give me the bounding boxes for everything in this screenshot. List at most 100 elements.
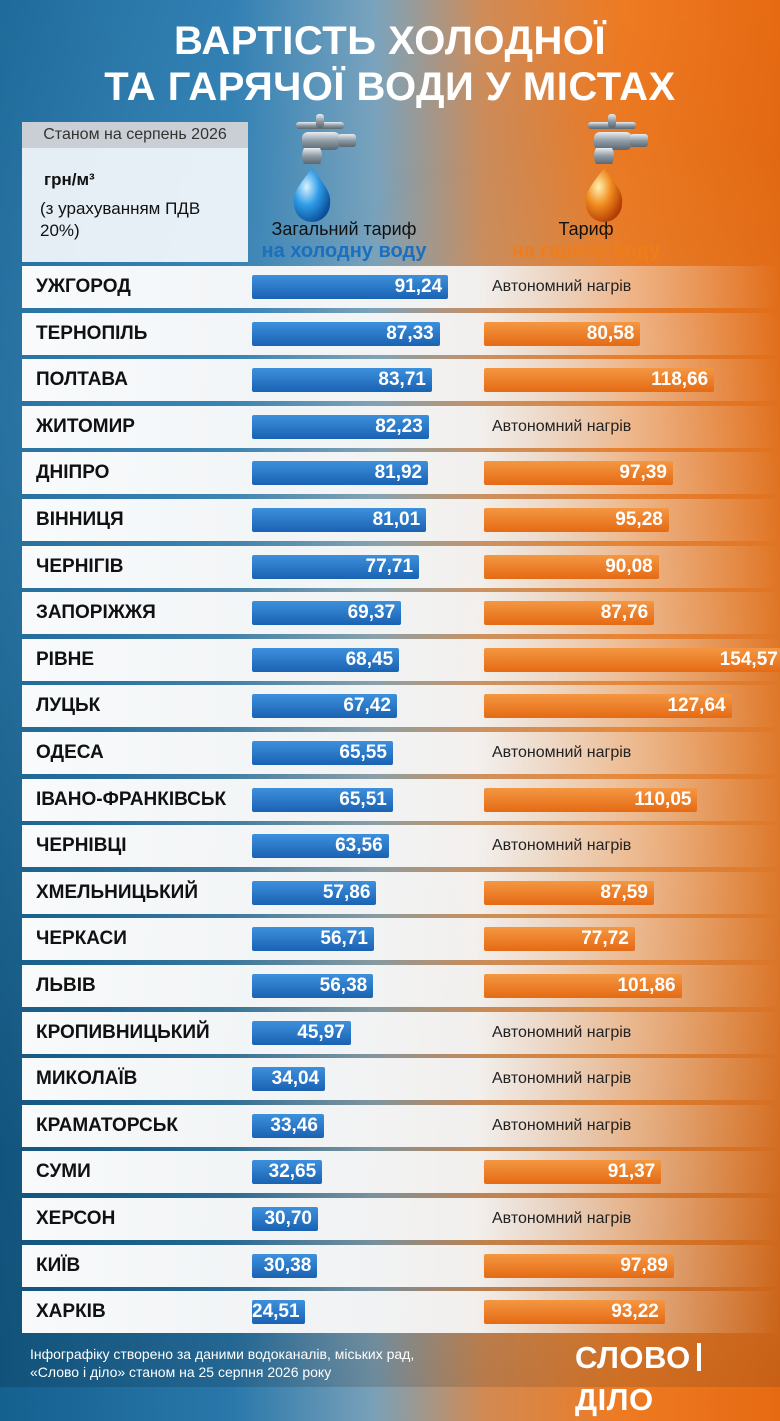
autonomous-heating-label: Автономний нагрів: [492, 278, 632, 295]
footer-note: Інфографіку створено за даними водоканал…: [30, 1345, 414, 1381]
cold-header-line-1: Загальний тариф: [271, 219, 417, 239]
city-label: ЖИТОМИР: [36, 415, 135, 437]
cold-bar: 34,04: [252, 1067, 326, 1092]
city-label: ЧЕРНІГІВ: [36, 555, 124, 577]
hot-bar: 93,22: [484, 1300, 665, 1325]
city-label: ХМЕЛЬНИЦЬКИЙ: [36, 881, 198, 903]
title-line-2: ТА ГАРЯЧОЇ ВОДИ У МІСТАХ: [104, 65, 676, 109]
city-label: ТЕРНОПІЛЬ: [36, 322, 148, 344]
table-row: КРОПИВНИЦЬКИЙ 45,97 Автономний нагрів: [22, 1011, 780, 1054]
hot-bar: 97,39: [484, 461, 673, 486]
autonomous-heating-label: Автономний нагрів: [492, 837, 632, 855]
logo-text-left: СЛОВО: [575, 1340, 691, 1375]
city-label: КРАМАТОРСЬК: [36, 1114, 179, 1136]
table-row: ХАРКІВ 24,51 93,22: [22, 1291, 780, 1334]
table-row: ІВАНО-ФРАНКІВСЬК 65,51 110,05: [22, 778, 780, 821]
table-row: ОДЕСА 65,55 Автономний нагрів: [22, 732, 780, 774]
table-row: ЛЬВІВ 56,38 101,86: [22, 965, 780, 1007]
autonomous-heating-label: Автономний нагрів: [492, 744, 632, 761]
city-label: РІВНЕ: [36, 648, 95, 670]
cold-bar: 57,86: [252, 880, 377, 905]
cold-bar: 83,71: [252, 368, 432, 393]
table-row: ХЕРСОН 30,70 Автономний нагрів: [22, 1198, 780, 1240]
hot-bar: 101,86: [484, 974, 682, 998]
hot-bar: 154,57: [484, 647, 780, 672]
cold-bar: 63,56: [252, 834, 389, 859]
cold-bar: 56,38: [252, 974, 374, 998]
city-label: СУМИ: [36, 1161, 91, 1183]
city-label: ЧЕРКАСИ: [36, 928, 127, 950]
hot-bar: 127,64: [484, 694, 732, 719]
city-label: УЖГОРОД: [36, 276, 131, 297]
cold-bar: 24,51: [252, 1300, 305, 1325]
cold-bar: 82,23: [252, 414, 429, 439]
city-label: ІВАНО-ФРАНКІВСЬК: [36, 788, 227, 810]
city-label: ВІННИЦЯ: [36, 509, 124, 530]
cold-bar: 91,24: [252, 275, 449, 299]
hot-bar: 95,28: [484, 508, 669, 532]
row-background: [22, 1198, 780, 1240]
table-row: ЧЕРНІВЦІ 63,56 Автономний нагрів: [22, 825, 780, 868]
row-background: [22, 1104, 780, 1147]
logo-separator: [696, 1342, 701, 1371]
brand-logo: СЛОВО ДІЛО: [575, 1337, 780, 1417]
cold-bar: 81,01: [252, 508, 427, 532]
table-row: ЧЕРНІГІВ 77,71 90,08: [22, 545, 780, 588]
row-background: [22, 1011, 780, 1054]
autonomous-heating-label: Автономний нагрів: [492, 1210, 632, 1227]
hot-tap-icon: [585, 114, 648, 222]
hot-bar: 118,66: [484, 368, 715, 393]
cold-tap-icon: [293, 114, 356, 222]
table-row: ПОЛТАВА 83,71 118,66: [22, 359, 780, 402]
autonomous-heating-label: Автономний нагрів: [492, 1023, 632, 1041]
city-label: ЛУЦЬК: [36, 695, 101, 717]
row-background: [22, 1291, 780, 1334]
cold-bar: 65,55: [252, 741, 393, 765]
table-row: ТЕРНОПІЛЬ 87,33 80,58: [22, 312, 780, 355]
date-banner: Станом на серпень 2026: [22, 122, 248, 148]
autonomous-heating-label: Автономний нагрів: [492, 1070, 632, 1088]
hot-header-line-2: на гарячу воду: [511, 240, 661, 262]
title-line-1: ВАРТІСТЬ ХОЛОДНОЇ: [173, 19, 607, 63]
table-row: УЖГОРОД 91,24 Автономний нагрів: [22, 266, 780, 308]
table-row: СУМИ 32,65 91,37: [22, 1151, 780, 1194]
hot-bar: 87,59: [484, 880, 654, 905]
cold-bar: 69,37: [252, 601, 402, 626]
city-label: КИЇВ: [36, 1254, 81, 1276]
hot-bar: 90,08: [484, 554, 659, 579]
cold-column-header: Загальний тариф на холодну воду: [244, 218, 444, 262]
cold-bar: 32,65: [252, 1160, 323, 1185]
row-background: [22, 825, 780, 868]
cold-bar: 33,46: [252, 1113, 324, 1138]
table-row: ХМЕЛЬНИЦЬКИЙ 57,86 87,59: [22, 871, 780, 914]
table-row: МИКОЛАЇВ 34,04 Автономний нагрів: [22, 1058, 780, 1101]
logo-text-right: ДІЛО: [575, 1382, 654, 1417]
city-label: МИКОЛАЇВ: [36, 1068, 138, 1090]
hot-bar: 91,37: [484, 1160, 662, 1185]
cold-header-line-2: на холодну воду: [261, 240, 427, 262]
hot-bar: 110,05: [484, 787, 698, 812]
table-row: КИЇВ 30,38 97,89: [22, 1244, 780, 1287]
page-title: ВАРТІСТЬ ХОЛОДНОЇ ТА ГАРЯЧОЇ ВОДИ У МІСТ…: [0, 18, 780, 110]
footer-line-2: «Слово і діло» станом на 25 серпня 2026 …: [30, 1364, 332, 1380]
row-background: [22, 1151, 780, 1194]
row-background: [22, 732, 780, 774]
table-row: ЛУЦЬК 67,42 127,64: [22, 685, 780, 728]
table-row: РІВНЕ 68,45 154,57: [22, 638, 780, 681]
cold-bar: 77,71: [252, 554, 420, 579]
city-label: ХАРКІВ: [36, 1301, 106, 1323]
hot-header-line-1: Тариф: [558, 219, 614, 239]
cold-bar: 30,38: [252, 1253, 318, 1278]
city-label: ОДЕСА: [36, 742, 104, 763]
table-row: ВІННИЦЯ 81,01 95,28: [22, 499, 780, 541]
autonomous-heating-label: Автономний нагрів: [492, 417, 632, 435]
cold-bar: 30,70: [252, 1207, 318, 1231]
footer-line-1: Інфографіку створено за даними водоканал…: [30, 1346, 415, 1362]
city-label: ЛЬВІВ: [36, 975, 96, 996]
table-row: ЧЕРКАСИ 56,71 77,72: [22, 918, 780, 961]
table-row: ДНІПРО 81,92 97,39: [22, 452, 780, 495]
city-label: ЧЕРНІВЦІ: [36, 835, 127, 857]
hot-bar: 97,89: [484, 1253, 674, 1278]
city-label: ХЕРСОН: [36, 1208, 116, 1229]
cold-bar: 65,51: [252, 787, 393, 812]
